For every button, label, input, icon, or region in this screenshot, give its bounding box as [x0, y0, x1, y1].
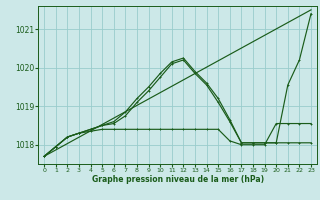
- X-axis label: Graphe pression niveau de la mer (hPa): Graphe pression niveau de la mer (hPa): [92, 175, 264, 184]
